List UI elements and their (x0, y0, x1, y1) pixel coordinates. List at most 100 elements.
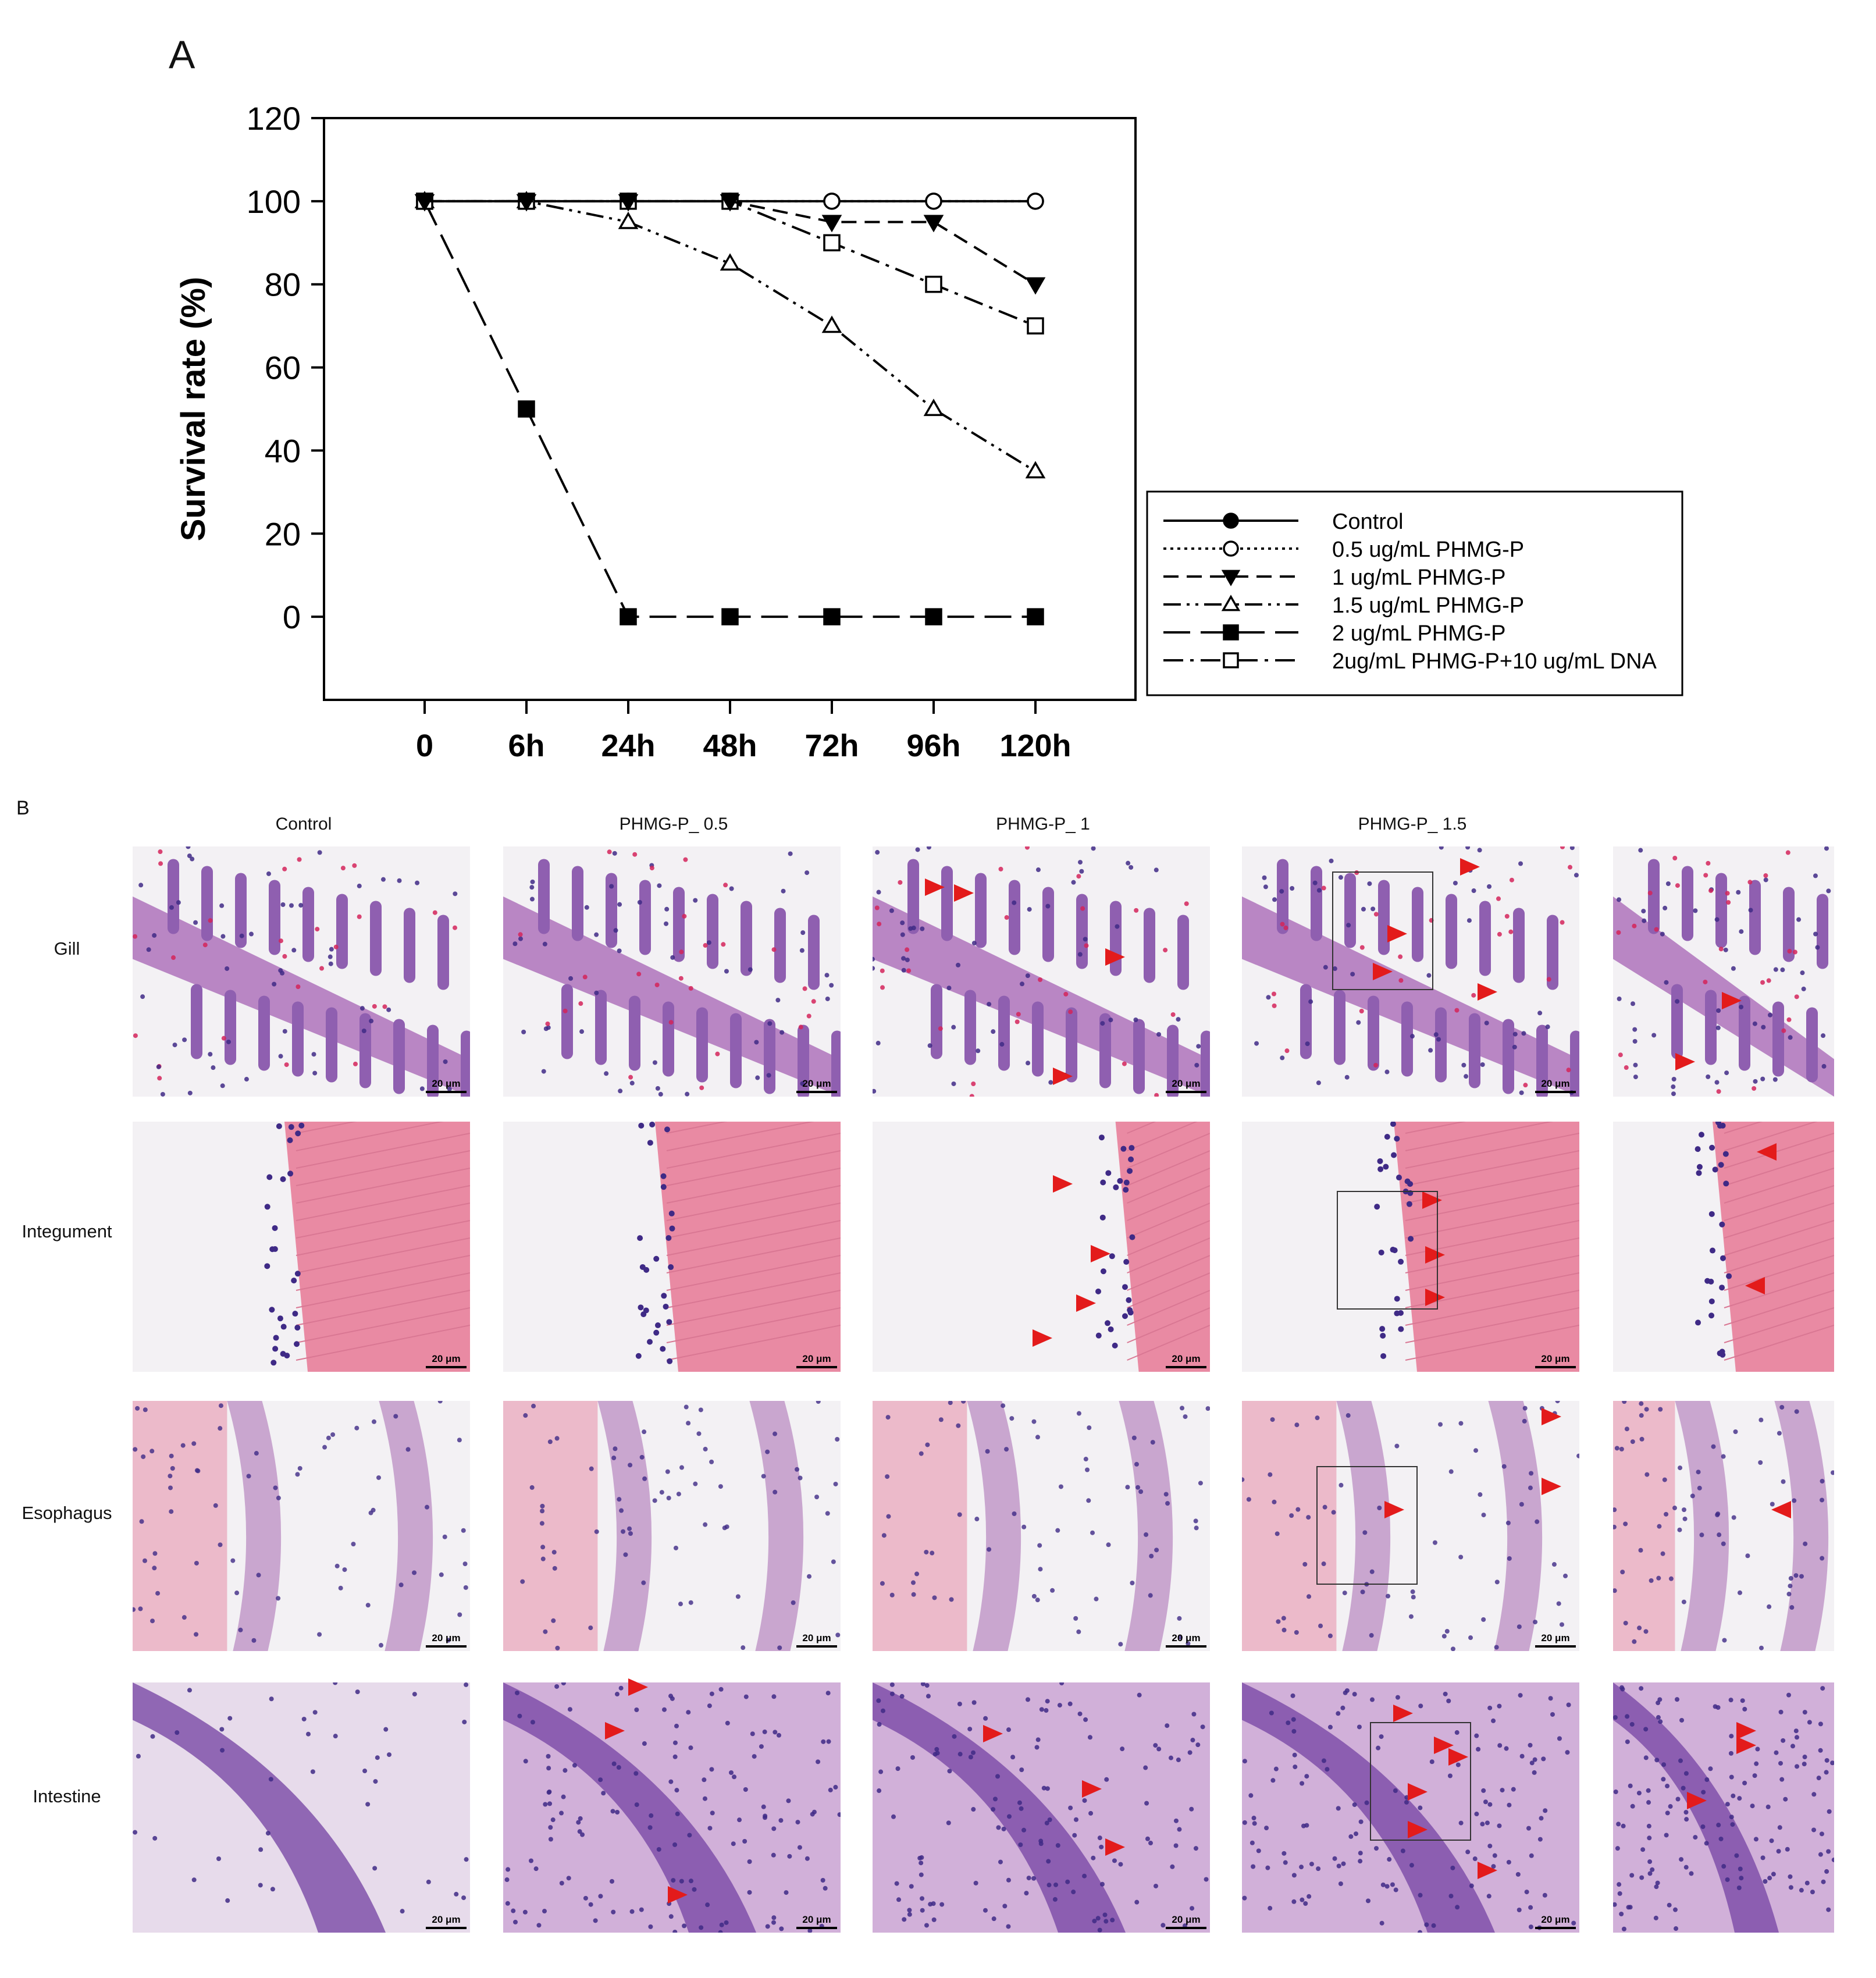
scale-bar-line (426, 1927, 467, 1929)
series-layer (414, 191, 1046, 625)
y-tick-label: 100 (247, 183, 301, 220)
data-point (720, 194, 741, 212)
scale-bar-line (1535, 1645, 1576, 1648)
micrograph-integument-3: 20 μm (1242, 1122, 1579, 1372)
scale-bar-label: 20 μm (802, 1632, 831, 1643)
scale-bar: 20 μm (1166, 1078, 1206, 1093)
data-point (1027, 608, 1044, 625)
y-tick-label: 120 (247, 100, 301, 137)
micrograph-integument-2: 20 μm (873, 1122, 1210, 1372)
y-tick-label: 0 (283, 599, 301, 635)
y-axis: 0 20 40 60 80 100 120 (247, 100, 324, 635)
data-point (823, 608, 841, 625)
lesion-marker-icon (668, 1886, 688, 1904)
lesion-marker-icon (925, 878, 945, 896)
series-line (425, 200, 1037, 286)
lesion-marker-icon (1460, 858, 1480, 876)
scale-bar-label: 20 μm (802, 1914, 831, 1925)
scale-bar-line (426, 1645, 467, 1648)
lesion-marker-icon (1722, 992, 1742, 1009)
scale-bar: 20 μm (426, 1914, 467, 1929)
micrograph-intestine-2: 20 μm (873, 1682, 1210, 1933)
micrograph-inset-intestine (1613, 1682, 1834, 1933)
scale-bar: 20 μm (796, 1632, 837, 1648)
data-point (620, 608, 637, 625)
data-point (1221, 570, 1241, 586)
legend-label: 1 ug/mL PHMG-P (1332, 565, 1505, 590)
scale-bar-line (1166, 1366, 1206, 1368)
x-tick-label: 6h (508, 728, 544, 763)
scale-bar: 20 μm (426, 1078, 467, 1093)
legend-label: 0.5 ug/mL PHMG-P (1332, 538, 1524, 562)
micrograph-esophagus-0: 20 μm (133, 1401, 470, 1651)
lesion-marker-icon (1757, 1143, 1777, 1161)
legend: Control 0.5 ug/mL PHMG-P 1 ug/mL PHMG-P 1.5… (1163, 510, 1657, 674)
column-header-control: Control (275, 814, 332, 834)
scale-bar: 20 μm (796, 1078, 837, 1093)
data-point (1223, 624, 1239, 641)
lesion-marker-icon (1478, 983, 1497, 1001)
scale-bar-line (796, 1927, 837, 1929)
scale-bar-label: 20 μm (1541, 1078, 1570, 1089)
scale-bar-line (1166, 1091, 1206, 1093)
lesion-marker-icon (1076, 1294, 1096, 1312)
data-point (823, 234, 841, 252)
zoom-region-box (1316, 1466, 1418, 1585)
series-4 (416, 193, 1044, 625)
scale-bar-line (1166, 1645, 1206, 1648)
micrograph-integument-1: 20 μm (503, 1122, 841, 1372)
lesion-marker-icon (1771, 1501, 1791, 1518)
lesion-marker-icon (1408, 1783, 1428, 1801)
data-point (1025, 277, 1046, 295)
x-tick-label: 96h (906, 728, 960, 763)
micrograph-integument-0: 20 μm (133, 1122, 470, 1372)
scale-bar-line (1535, 1091, 1576, 1093)
scale-bar-label: 20 μm (432, 1078, 461, 1089)
x-tick-label: 24h (601, 728, 655, 763)
lesion-marker-icon (1448, 1748, 1468, 1766)
column-header-phmg-1-5: PHMG-P_ 1.5 (1358, 814, 1467, 834)
data-point (721, 608, 739, 625)
lesion-marker-icon (1387, 925, 1407, 942)
column-header-phmg-0-5: PHMG-P_ 0.5 (619, 814, 728, 834)
lesion-marker-icon (1053, 1068, 1073, 1085)
data-point (823, 193, 841, 210)
micrograph-esophagus-2: 20 μm (873, 1401, 1210, 1651)
scale-bar-label: 20 μm (1541, 1632, 1570, 1643)
legend-label: Control (1332, 510, 1404, 534)
data-point (821, 315, 842, 333)
series-3 (414, 191, 1046, 479)
lesion-marker-icon (1687, 1792, 1707, 1809)
scale-bar: 20 μm (1166, 1914, 1206, 1929)
micrograph-inset-esophagus (1613, 1401, 1834, 1651)
scale-bar-label: 20 μm (1172, 1632, 1201, 1643)
data-point (518, 400, 535, 418)
scale-bar-line (426, 1366, 467, 1368)
scale-bar-line (1535, 1366, 1576, 1368)
data-point (1223, 540, 1239, 557)
zoom-region-box (1337, 1191, 1438, 1310)
data-point (516, 194, 537, 212)
data-point (1223, 652, 1239, 668)
row-header-gill: Gill (54, 938, 80, 959)
series-line (425, 200, 1037, 472)
y-tick-label: 20 (265, 515, 301, 552)
x-axis: 0 6h 24h 48h 72h 96h 120h (416, 700, 1072, 763)
scale-bar: 20 μm (1535, 1632, 1576, 1648)
scale-bar-label: 20 μm (1541, 1914, 1570, 1925)
lesion-marker-icon (1091, 1245, 1110, 1262)
scale-bar: 20 μm (1535, 1078, 1576, 1093)
lesion-marker-icon (1105, 1838, 1125, 1856)
legend-label: 2 ug/mL PHMG-P (1332, 621, 1505, 646)
y-tick-label: 80 (265, 266, 301, 303)
scale-bar-line (796, 1091, 837, 1093)
lesion-marker-icon (1373, 963, 1393, 980)
scale-bar-label: 20 μm (1172, 1914, 1201, 1925)
scale-bar-label: 20 μm (1172, 1353, 1201, 1364)
scale-bar: 20 μm (796, 1353, 837, 1368)
legend-label: 2ug/mL PHMG-P+10 ug/mL DNA (1332, 649, 1657, 674)
series-2 (414, 194, 1046, 295)
scale-bar: 20 μm (796, 1914, 837, 1929)
lesion-marker-icon (1736, 1737, 1756, 1754)
data-point (1223, 513, 1239, 529)
